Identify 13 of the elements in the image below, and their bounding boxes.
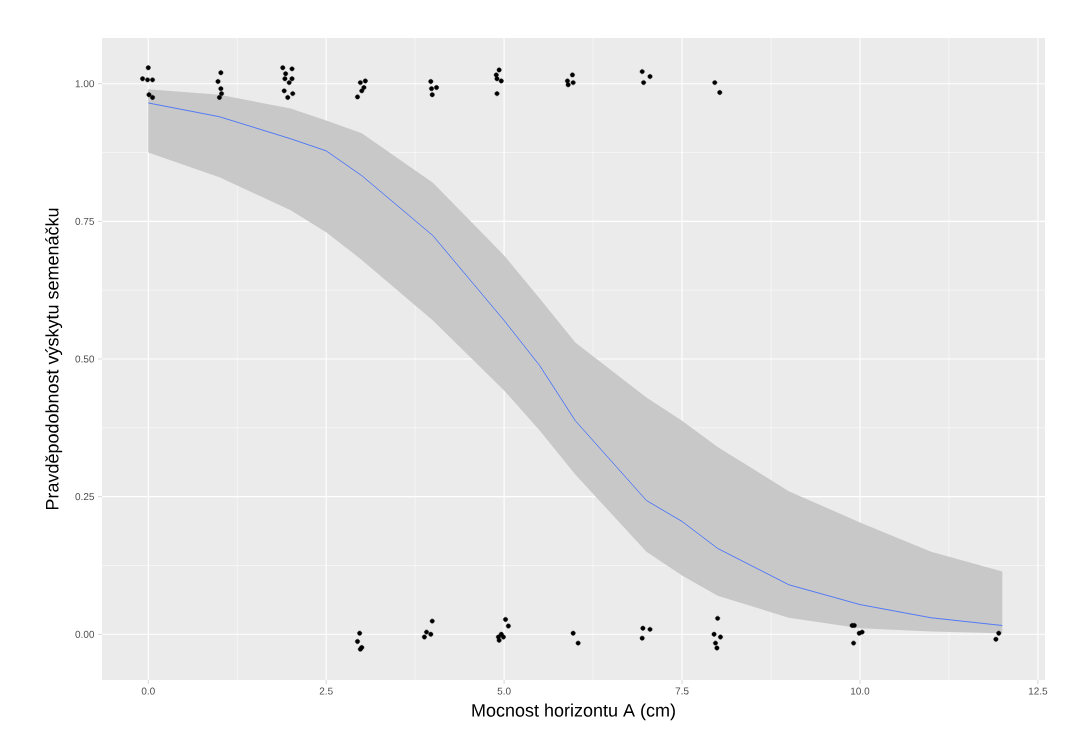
y-tick-label: 0.25: [75, 493, 95, 501]
y-tick-label: 0.00: [75, 630, 95, 638]
y-tick-label: 0.50: [75, 355, 95, 363]
y-axis-title: Pravděpodobnost výskytu semenáčku: [45, 208, 63, 510]
x-tick-label: 7.5: [675, 687, 689, 695]
y-tick-label: 0.75: [75, 217, 95, 225]
x-axis-title: Mocnost horizontu A (cm): [472, 703, 675, 721]
x-tick-label: 10.0: [851, 687, 870, 695]
x-tick-label: 12.5: [1028, 687, 1048, 695]
x-tick-label: 0.0: [141, 687, 155, 695]
x-tick-label: 2.5: [319, 687, 333, 695]
x-tick-label: 5.0: [497, 687, 511, 695]
y-tick-label: 1.00: [75, 80, 95, 88]
